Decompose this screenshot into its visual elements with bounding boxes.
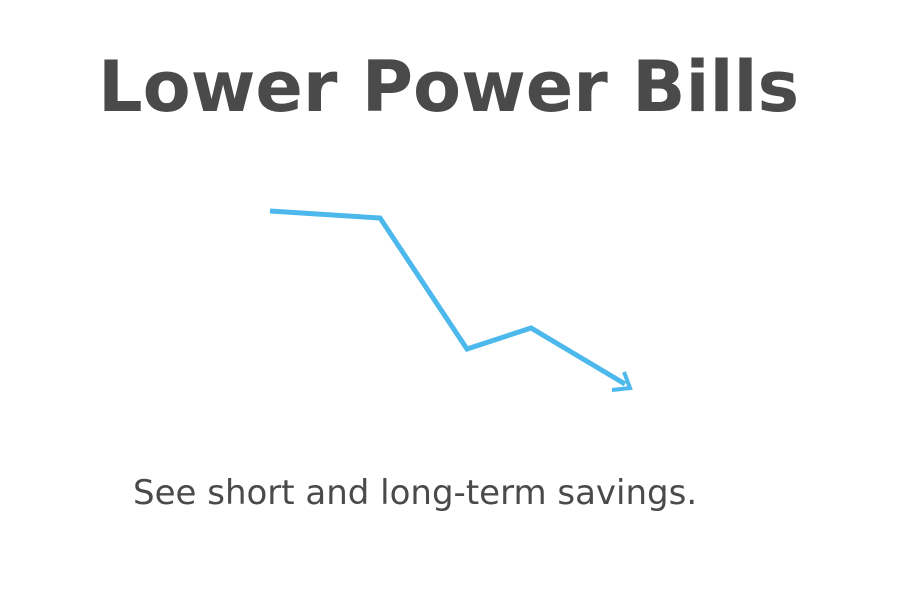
headline: Lower Power Bills [98, 46, 800, 128]
arrow-head [611, 371, 633, 392]
arrow-line [269, 208, 627, 387]
tagline: See short and long-term savings. [133, 473, 698, 513]
